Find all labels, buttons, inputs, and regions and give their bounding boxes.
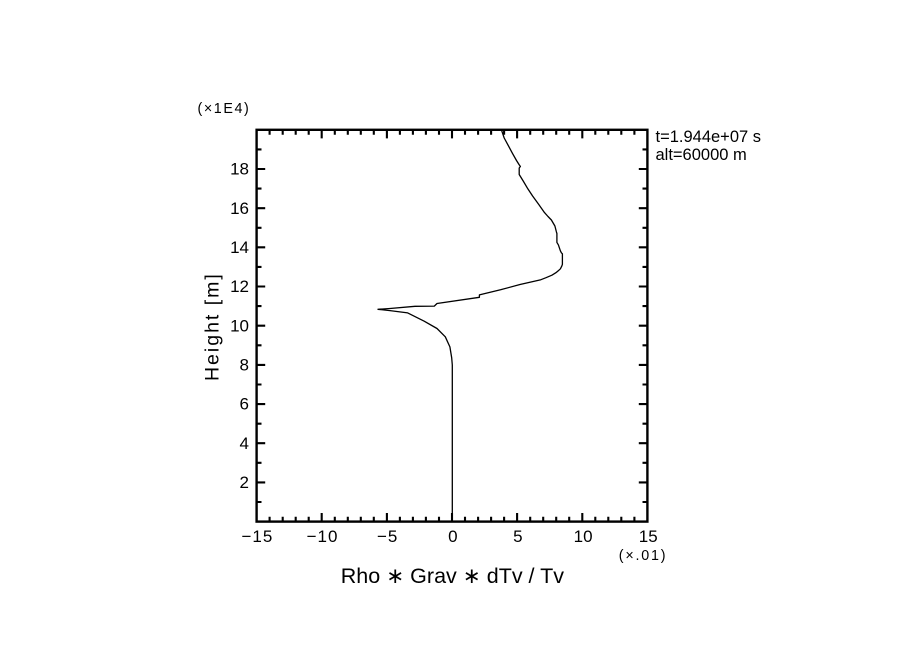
svg-text:0: 0 <box>448 527 457 546</box>
svg-text:5: 5 <box>513 527 522 546</box>
svg-text:(×1E4): (×1E4) <box>198 101 251 117</box>
svg-text:8: 8 <box>240 356 249 375</box>
svg-text:6: 6 <box>240 395 249 414</box>
svg-text:10: 10 <box>574 527 593 546</box>
svg-text:−15: −15 <box>241 527 273 546</box>
svg-text:14: 14 <box>230 238 249 257</box>
svg-text:16: 16 <box>230 199 249 218</box>
svg-text:2: 2 <box>240 473 249 492</box>
svg-text:15: 15 <box>639 527 658 546</box>
svg-text:18: 18 <box>230 160 249 179</box>
svg-text:Rho ∗ Grav ∗ dTv / Tv: Rho ∗ Grav ∗ dTv / Tv <box>341 564 564 588</box>
svg-text:−5: −5 <box>377 527 398 546</box>
svg-text:alt=60000 m: alt=60000 m <box>656 146 747 164</box>
svg-text:t=1.944e+07 s: t=1.944e+07 s <box>656 128 762 146</box>
svg-text:Height [m]: Height [m] <box>202 272 224 381</box>
svg-text:4: 4 <box>240 434 249 453</box>
svg-text:(×.01): (×.01) <box>619 548 668 564</box>
svg-text:10: 10 <box>230 316 249 335</box>
svg-text:−10: −10 <box>307 527 339 546</box>
svg-text:12: 12 <box>230 277 249 296</box>
